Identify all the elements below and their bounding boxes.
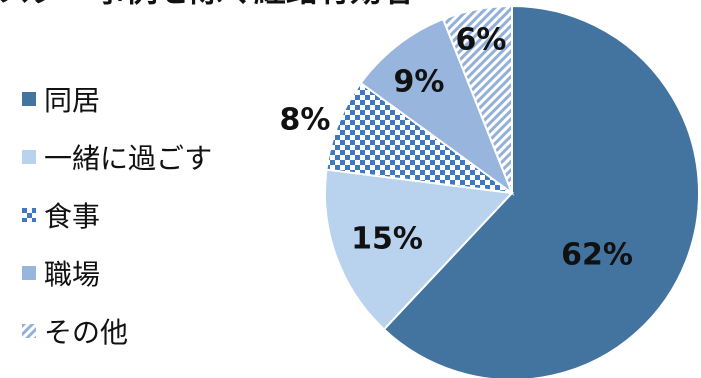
pie-labels: 62% 15% 8% 9% 6% — [280, 23, 633, 273]
pie-slice-0 — [382, 4, 700, 378]
data-label-1: 15% — [351, 222, 423, 257]
legend-item-sonota: その他 — [22, 302, 212, 360]
pie-slice-2 — [325, 81, 513, 194]
legend-label: その他 — [44, 316, 129, 349]
data-label-4: 6% — [456, 23, 507, 58]
data-label-3: 9% — [394, 65, 445, 100]
legend-label: 食事 — [44, 200, 101, 233]
pie-slices — [324, 4, 700, 378]
legend-item-issho: 一緒に過ごす — [22, 128, 212, 186]
pie-slice-4 — [441, 4, 513, 194]
data-label-0: 62% — [561, 238, 633, 273]
legend-swatch — [22, 208, 36, 222]
legend-swatch — [22, 150, 36, 164]
legend: 同居 一緒に過ごす 食事 職場 その他 — [22, 70, 212, 360]
legend-label: 一緒に過ごす — [44, 142, 213, 175]
pie-slice-3 — [359, 17, 515, 196]
pie-slice-1 — [324, 168, 515, 331]
legend-label: 職場 — [44, 258, 101, 291]
legend-swatch — [22, 266, 36, 280]
chart-title: スター事例を除く経路有効者 — [0, 0, 458, 10]
legend-item-shokuji: 食事 — [22, 186, 212, 244]
legend-item-shokuba: 職場 — [22, 244, 212, 302]
legend-label: 同居 — [44, 84, 101, 117]
data-label-2: 8% — [280, 103, 331, 138]
legend-swatch — [22, 92, 36, 106]
legend-swatch — [22, 324, 36, 338]
legend-item-douKyo: 同居 — [22, 70, 212, 128]
